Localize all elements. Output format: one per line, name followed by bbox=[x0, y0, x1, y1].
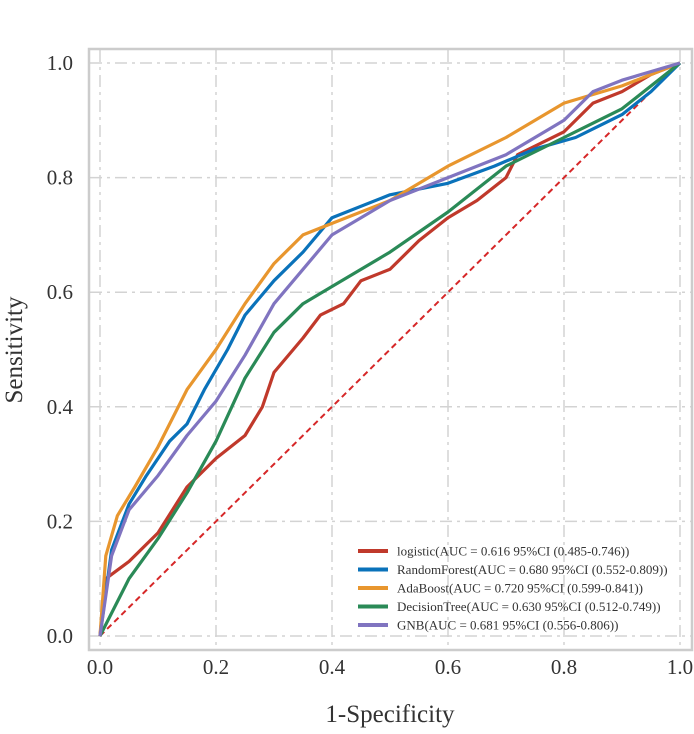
y-ticks: 0.0 0.2 0.4 0.6 0.8 1.0 bbox=[47, 51, 74, 648]
y-tick-label: 0.6 bbox=[47, 280, 73, 304]
x-tick-label: 0.0 bbox=[87, 655, 113, 679]
y-tick-label: 0.4 bbox=[47, 395, 74, 419]
legend-entry: AdaBoost(AUC = 0.720 95%CI (0.599-0.841)… bbox=[397, 581, 643, 596]
y-tick-label: 1.0 bbox=[47, 51, 73, 75]
x-tick-label: 1.0 bbox=[667, 655, 693, 679]
diagonal-reference-line bbox=[99, 62, 681, 637]
series-line-0 bbox=[98, 61, 681, 637]
legend: logistic(AUC = 0.616 95%CI (0.485-0.746)… bbox=[358, 544, 668, 633]
plot-frame bbox=[87, 47, 694, 652]
x-axis-label: 1-Specificity bbox=[325, 701, 455, 728]
x-tick-label: 0.2 bbox=[203, 655, 229, 679]
x-tick-label: 0.4 bbox=[319, 655, 346, 679]
series-line-2 bbox=[98, 61, 681, 637]
legend-entry: logistic(AUC = 0.616 95%CI (0.485-0.746)… bbox=[397, 544, 629, 559]
legend-entry: RandomForest(AUC = 0.680 95%CI (0.552-0.… bbox=[397, 562, 668, 577]
y-tick-label: 0.8 bbox=[47, 166, 73, 190]
series-line-4 bbox=[98, 61, 681, 637]
y-tick-label: 0.0 bbox=[47, 624, 73, 648]
x-tick-label: 0.8 bbox=[551, 655, 577, 679]
x-tick-label: 0.6 bbox=[435, 655, 461, 679]
legend-entry: DecisionTree(AUC = 0.630 95%CI (0.512-0.… bbox=[397, 599, 661, 614]
x-ticks: 0.0 0.2 0.4 0.6 0.8 1.0 bbox=[87, 655, 693, 679]
y-tick-label: 0.2 bbox=[47, 509, 73, 533]
series-line-1 bbox=[98, 61, 682, 637]
series-lines bbox=[98, 61, 682, 637]
series-line-3 bbox=[98, 61, 681, 637]
legend-entry: GNB(AUC = 0.681 95%CI (0.556-0.806)) bbox=[397, 618, 618, 633]
y-axis-label: Sensitivity bbox=[1, 296, 28, 403]
grid bbox=[90, 50, 691, 649]
